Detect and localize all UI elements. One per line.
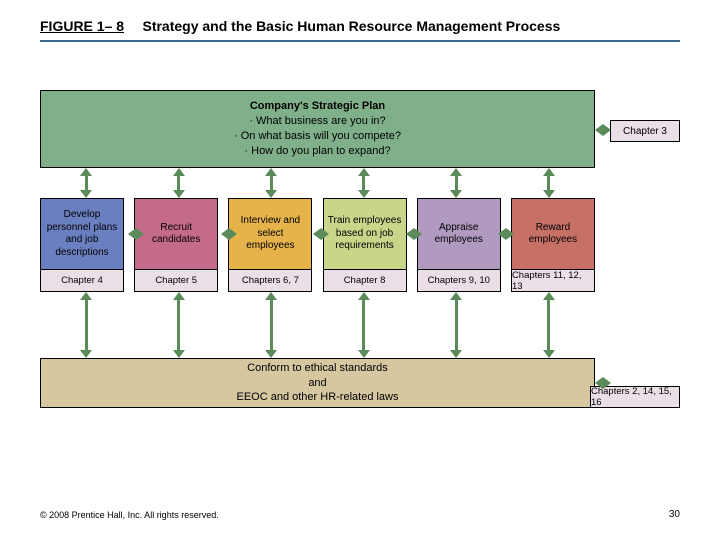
double-arrow-vertical <box>78 292 94 358</box>
figure-header: FIGURE 1– 8 Strategy and the Basic Human… <box>40 18 680 42</box>
double-arrow-vertical <box>448 292 464 358</box>
process-box-text: Interview and select employees <box>228 198 312 270</box>
double-arrow-vertical <box>171 168 187 198</box>
page-number: 30 <box>669 509 680 520</box>
double-arrow-vertical <box>263 292 279 358</box>
double-arrow-horizontal <box>406 226 415 242</box>
double-arrow-horizontal <box>595 375 611 391</box>
process-chapter-label: Chapters 9, 10 <box>417 270 501 292</box>
ethics-text: Conform to ethical standardsandEEOC and … <box>236 361 398 406</box>
process-chapter-label: Chapters 11, 12, 13 <box>511 270 595 292</box>
process-chapter-label: Chapter 8 <box>323 270 407 292</box>
process-boxes-row: Develop personnel plans and job descript… <box>40 198 595 328</box>
process-box-text: Reward employees <box>511 198 595 270</box>
double-arrow-horizontal <box>128 226 137 242</box>
double-arrow-vertical <box>541 292 557 358</box>
double-arrow-vertical <box>171 292 187 358</box>
figure-title: Strategy and the Basic Human Resource Ma… <box>142 18 560 34</box>
double-arrow-vertical <box>541 168 557 198</box>
double-arrow-vertical <box>263 168 279 198</box>
process-chapter-label: Chapters 6, 7 <box>228 270 312 292</box>
double-arrow-horizontal <box>221 226 230 242</box>
figure-label: FIGURE 1– 8 <box>40 18 124 34</box>
ethics-bar: Conform to ethical standardsandEEOC and … <box>40 358 595 408</box>
double-arrow-horizontal <box>498 226 507 242</box>
process-box-text: Recruit candidates <box>134 198 218 270</box>
double-arrow-vertical <box>78 168 94 198</box>
strategic-plan-bar: Company's Strategic Plan · What business… <box>40 90 595 168</box>
process-box-text: Develop personnel plans and job descript… <box>40 198 124 270</box>
process-box-text: Train employees based on job requirement… <box>323 198 407 270</box>
strategic-plan-questions: · What business are you in?· On what bas… <box>234 114 401 159</box>
process-box-text: Appraise employees <box>417 198 501 270</box>
hrm-process-diagram: Company's Strategic Plan · What business… <box>40 90 680 435</box>
double-arrow-vertical <box>356 292 372 358</box>
double-arrow-vertical <box>356 168 372 198</box>
chapter-3-label: Chapter 3 <box>610 120 680 142</box>
process-chapter-label: Chapter 4 <box>40 270 124 292</box>
double-arrow-horizontal <box>313 226 322 242</box>
double-arrow-vertical <box>448 168 464 198</box>
process-chapter-label: Chapter 5 <box>134 270 218 292</box>
strategic-plan-title: Company's Strategic Plan <box>234 99 401 114</box>
double-arrow-horizontal <box>595 122 610 138</box>
copyright: © 2008 Prentice Hall, Inc. All rights re… <box>40 510 219 520</box>
